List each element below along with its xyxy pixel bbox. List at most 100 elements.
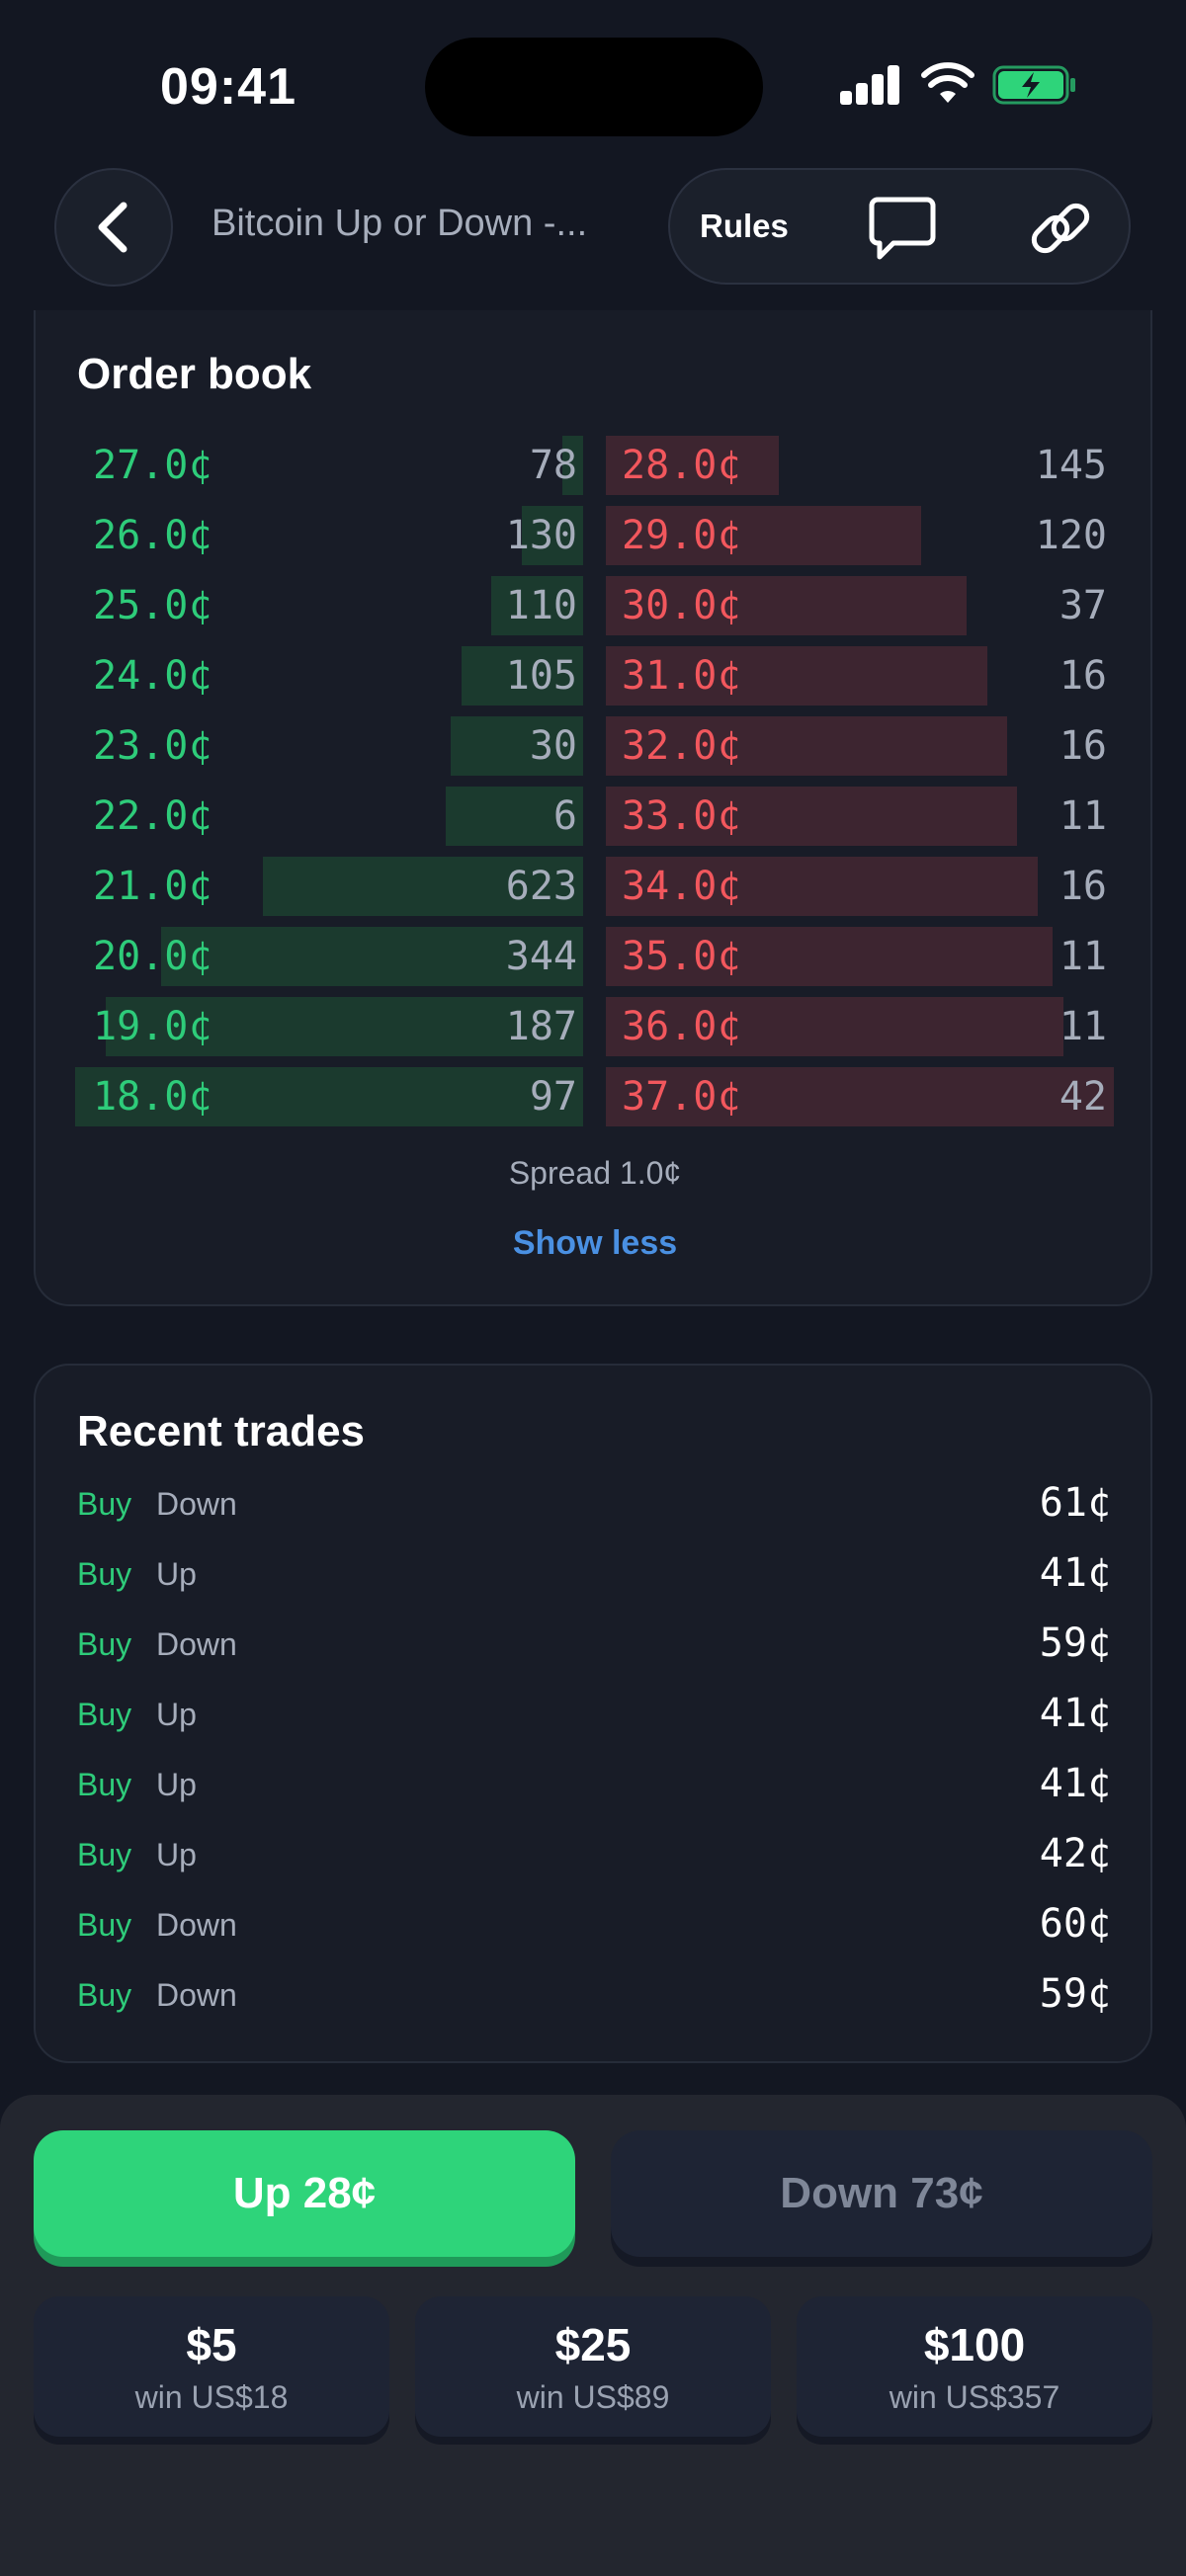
- trade-row: Buy Down 59¢: [36, 1617, 1154, 1676]
- bid-size[interactable]: 623: [505, 864, 577, 909]
- bid-price[interactable]: 27.0¢: [93, 443, 212, 488]
- trade-price: 41¢: [1039, 1550, 1111, 1596]
- bid-price[interactable]: 23.0¢: [93, 723, 212, 769]
- trade-panel: Up 28¢ Down 73¢ $5 win US$18 $25 win US$…: [0, 2095, 1186, 2576]
- show-less-button[interactable]: Show less: [512, 1224, 678, 1262]
- trade-side: Buy: [77, 1907, 132, 1943]
- order-book-row: 25.0¢ 110 30.0¢ 37: [36, 576, 1154, 635]
- ask-price[interactable]: 32.0¢: [622, 723, 741, 769]
- battery-charging-icon: [992, 65, 1075, 105]
- amount-value: $100: [923, 2319, 1026, 2370]
- bid-size[interactable]: 110: [505, 583, 577, 628]
- buy-down-button[interactable]: Down 73¢: [611, 2130, 1152, 2257]
- ask-size[interactable]: 16: [1059, 864, 1107, 909]
- order-book-card: Order book 27.0¢ 78 28.0¢ 145 26.0¢ 130 29.0¢ 1…: [34, 310, 1152, 1306]
- order-book-row: 27.0¢ 78 28.0¢ 145: [36, 436, 1154, 495]
- order-book-row: 26.0¢ 130 29.0¢ 120: [36, 506, 1154, 565]
- amount-win: win US$18: [134, 2379, 289, 2415]
- order-book-row: 21.0¢ 623 34.0¢ 16: [36, 857, 1154, 916]
- bid-size[interactable]: 130: [505, 513, 577, 558]
- ask-size[interactable]: 11: [1059, 1004, 1107, 1049]
- trade-outcome: Up: [156, 1556, 197, 1592]
- bid-price[interactable]: 26.0¢: [93, 513, 212, 558]
- ask-price[interactable]: 33.0¢: [622, 793, 741, 839]
- trade-price: 59¢: [1039, 1971, 1111, 2017]
- trade-row: Buy Down 61¢: [36, 1476, 1154, 1536]
- amount-button-25[interactable]: $25 win US$89: [415, 2296, 771, 2437]
- chat-bubble-icon[interactable]: [868, 196, 937, 261]
- page-title: Bitcoin Up or Down -...: [212, 203, 588, 244]
- bid-price[interactable]: 19.0¢: [93, 1004, 212, 1049]
- amount-win: win US$89: [516, 2379, 670, 2415]
- trade-side: Buy: [77, 1556, 132, 1592]
- bid-depth-bar: [451, 716, 583, 776]
- amount-button-100[interactable]: $100 win US$357: [797, 2296, 1152, 2437]
- ask-price[interactable]: 28.0¢: [622, 443, 741, 488]
- bid-price[interactable]: 18.0¢: [93, 1074, 212, 1120]
- bid-size[interactable]: 78: [529, 443, 577, 488]
- ask-price[interactable]: 36.0¢: [622, 1004, 741, 1049]
- ask-depth-bar: [606, 927, 1053, 986]
- trade-price: 41¢: [1039, 1761, 1111, 1806]
- ask-size[interactable]: 120: [1035, 513, 1107, 558]
- ask-size[interactable]: 16: [1059, 723, 1107, 769]
- bid-price[interactable]: 22.0¢: [93, 793, 212, 839]
- bid-size[interactable]: 187: [505, 1004, 577, 1049]
- bid-size[interactable]: 105: [505, 653, 577, 699]
- wifi-icon: [921, 62, 974, 103]
- trade-price: 59¢: [1039, 1620, 1111, 1666]
- ask-size[interactable]: 42: [1059, 1074, 1107, 1120]
- trade-row: Buy Up 41¢: [36, 1546, 1154, 1606]
- trade-row: Buy Up 41¢: [36, 1757, 1154, 1816]
- bid-size[interactable]: 344: [505, 934, 577, 979]
- amount-button-5[interactable]: $5 win US$18: [34, 2296, 389, 2437]
- ask-price[interactable]: 30.0¢: [622, 583, 741, 628]
- ask-price[interactable]: 37.0¢: [622, 1074, 741, 1120]
- trade-side: Buy: [77, 1977, 132, 2013]
- trade-outcome: Down: [156, 1907, 237, 1943]
- bid-price[interactable]: 20.0¢: [93, 934, 212, 979]
- signal-icon: [840, 65, 901, 105]
- ask-size[interactable]: 11: [1059, 793, 1107, 839]
- bid-depth-bar: [491, 576, 583, 635]
- back-chevron-icon: [98, 202, 127, 253]
- ask-depth-bar: [606, 857, 1038, 916]
- trade-outcome: Up: [156, 1767, 197, 1802]
- bid-size[interactable]: 30: [529, 723, 577, 769]
- bid-depth-bar: [75, 1067, 583, 1126]
- bid-price[interactable]: 21.0¢: [93, 864, 212, 909]
- ask-depth-bar: [606, 716, 1007, 776]
- trade-side: Buy: [77, 1486, 132, 1522]
- trade-outcome: Up: [156, 1697, 197, 1732]
- trade-outcome: Down: [156, 1486, 237, 1522]
- ask-price[interactable]: 31.0¢: [622, 653, 741, 699]
- amount-value: $25: [554, 2319, 632, 2370]
- bid-price[interactable]: 25.0¢: [93, 583, 212, 628]
- ask-price[interactable]: 34.0¢: [622, 864, 741, 909]
- trade-row: Buy Up 41¢: [36, 1687, 1154, 1746]
- ask-size[interactable]: 11: [1059, 934, 1107, 979]
- ask-size[interactable]: 37: [1059, 583, 1107, 628]
- order-book-row: 23.0¢ 30 32.0¢ 16: [36, 716, 1154, 776]
- order-book-row: 24.0¢ 105 31.0¢ 16: [36, 646, 1154, 706]
- trade-price: 42¢: [1039, 1831, 1111, 1876]
- bid-depth-bar: [562, 436, 583, 495]
- ask-size[interactable]: 145: [1035, 443, 1107, 488]
- bid-size[interactable]: 97: [529, 1074, 577, 1120]
- rules-button[interactable]: Rules: [700, 208, 789, 244]
- bid-depth-bar: [446, 787, 583, 846]
- bid-price[interactable]: 24.0¢: [93, 653, 212, 699]
- ask-size[interactable]: 16: [1059, 653, 1107, 699]
- trade-side: Buy: [77, 1767, 132, 1802]
- ask-depth-bar: [606, 1067, 1114, 1126]
- link-icon[interactable]: [1026, 194, 1095, 263]
- ask-price[interactable]: 29.0¢: [622, 513, 741, 558]
- bid-size[interactable]: 6: [552, 793, 577, 839]
- back-button[interactable]: [54, 168, 173, 287]
- trade-side: Buy: [77, 1837, 132, 1872]
- trade-price: 61¢: [1039, 1480, 1111, 1526]
- order-book-title: Order book: [77, 350, 312, 398]
- buy-up-button[interactable]: Up 28¢: [34, 2130, 575, 2257]
- ask-price[interactable]: 35.0¢: [622, 934, 741, 979]
- trade-price: 41¢: [1039, 1691, 1111, 1736]
